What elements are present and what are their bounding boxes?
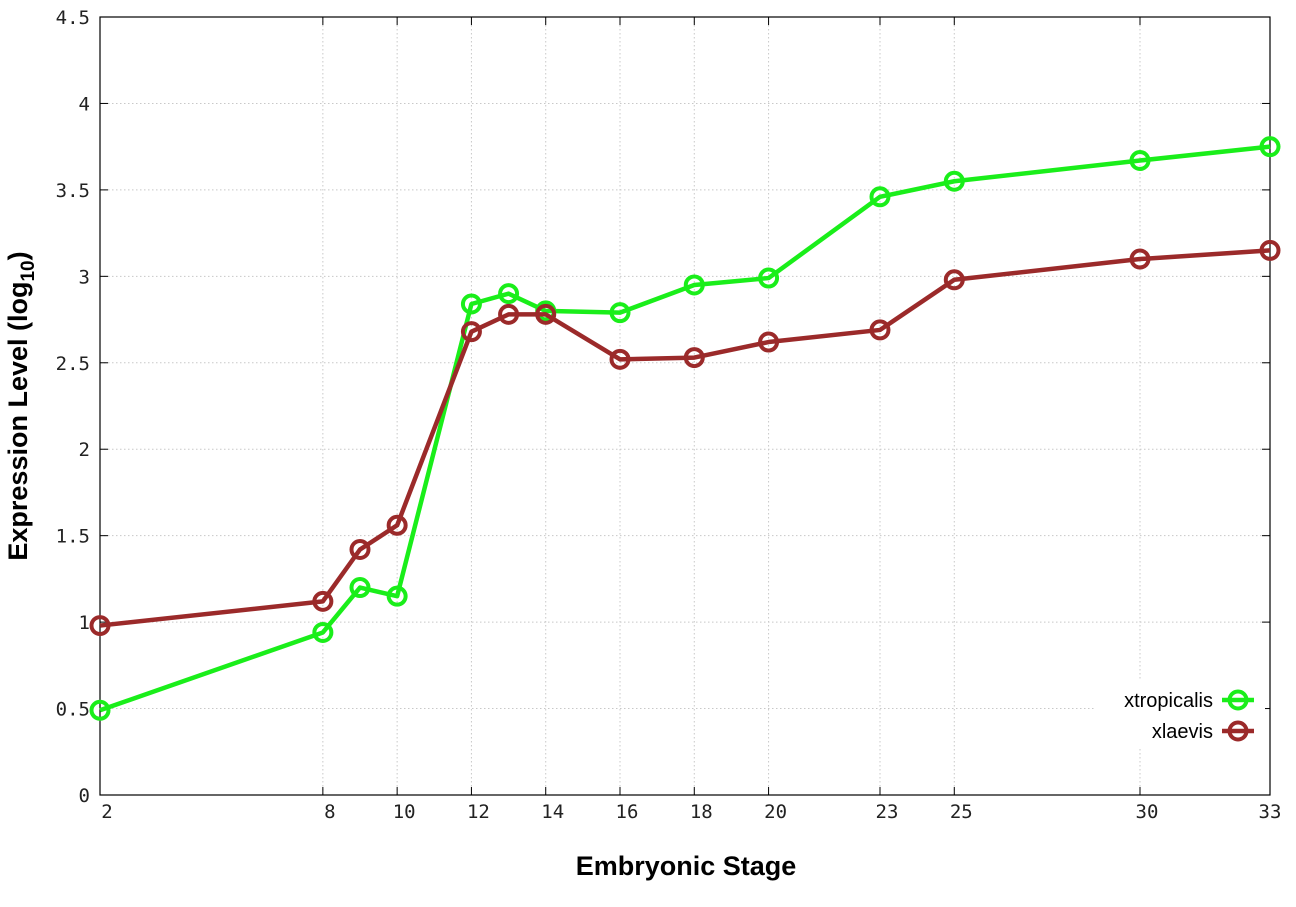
data-point: [683, 274, 705, 296]
x-tick-label: 23: [876, 801, 899, 823]
x-tick-label: 14: [541, 801, 564, 823]
data-point: [1259, 136, 1281, 158]
data-point: [869, 319, 891, 341]
data-point: [943, 269, 965, 291]
data-point: [758, 267, 780, 289]
series-line: [99, 144, 1271, 713]
data-point: [386, 514, 408, 536]
data-point: [609, 302, 631, 324]
x-tick-label: 12: [467, 801, 490, 823]
y-tick-label: 3: [79, 266, 90, 288]
y-tick-label: 2: [79, 439, 90, 461]
y-tick-label: 4.5: [56, 7, 90, 29]
x-axis-title: Embryonic Stage: [576, 851, 797, 881]
data-point: [349, 577, 371, 599]
data-point: [683, 347, 705, 369]
data-point: [535, 303, 557, 325]
y-tick-label: 0: [79, 785, 90, 807]
data-point: [89, 699, 111, 721]
y-tick-label: 3.5: [56, 180, 90, 202]
data-point: [758, 331, 780, 353]
data-point: [460, 293, 482, 315]
data-point: [498, 283, 520, 305]
x-tick-label: 16: [616, 801, 639, 823]
data-point: [460, 321, 482, 343]
y-tick-label: 1: [79, 612, 90, 634]
y-tick-label: 1.5: [56, 526, 90, 548]
y-axis-title-main: Expression Level (log: [3, 282, 33, 561]
x-tick-label: 10: [393, 801, 416, 823]
x-tick-label: 2: [101, 801, 112, 823]
legend-label: xtropicalis: [1124, 690, 1213, 712]
y-tick-label: 2.5: [56, 353, 90, 375]
data-point: [1129, 248, 1151, 270]
data-point: [869, 186, 891, 208]
series-xlaevis: [89, 239, 1281, 637]
data-point: [89, 615, 111, 637]
series-xtropicalis: [89, 136, 1281, 721]
grid: [100, 17, 1270, 795]
x-tick-label: 18: [690, 801, 713, 823]
data-point: [498, 303, 520, 325]
x-tick-label: 30: [1136, 801, 1159, 823]
x-tick-label: 33: [1259, 801, 1282, 823]
x-tick-label: 8: [324, 801, 335, 823]
data-point: [312, 590, 334, 612]
y-axis-title-subscript: 10: [18, 260, 39, 281]
x-tick-label: 25: [950, 801, 973, 823]
y-tick-label: 4: [79, 93, 90, 115]
legend: xtropicalis xlaevis: [1095, 680, 1265, 748]
series-layer: [89, 136, 1281, 721]
y-tick-label: 0.5: [56, 699, 90, 721]
legend-label: xlaevis: [1152, 721, 1213, 743]
data-point: [312, 621, 334, 643]
axis-ticks: 0 0.5 1 1.5 2 2.5 3 3.5 4 4.5 2 8 10 12 14 16 18 20 23 25 30…: [56, 7, 1282, 823]
plot-frame: [99, 16, 1271, 796]
data-point: [349, 538, 371, 560]
x-tick-label: 20: [764, 801, 787, 823]
y-axis-title: Expression Level (log10): [3, 251, 39, 560]
data-point: [943, 170, 965, 192]
data-point: [609, 348, 631, 370]
legend-swatch-marker: [1227, 689, 1249, 711]
series-line: [99, 248, 1271, 628]
legend-swatch-marker: [1227, 720, 1249, 742]
data-point: [1129, 149, 1151, 171]
data-point: [386, 585, 408, 607]
y-axis-title-close: ): [3, 251, 33, 260]
data-point: [1259, 239, 1281, 261]
